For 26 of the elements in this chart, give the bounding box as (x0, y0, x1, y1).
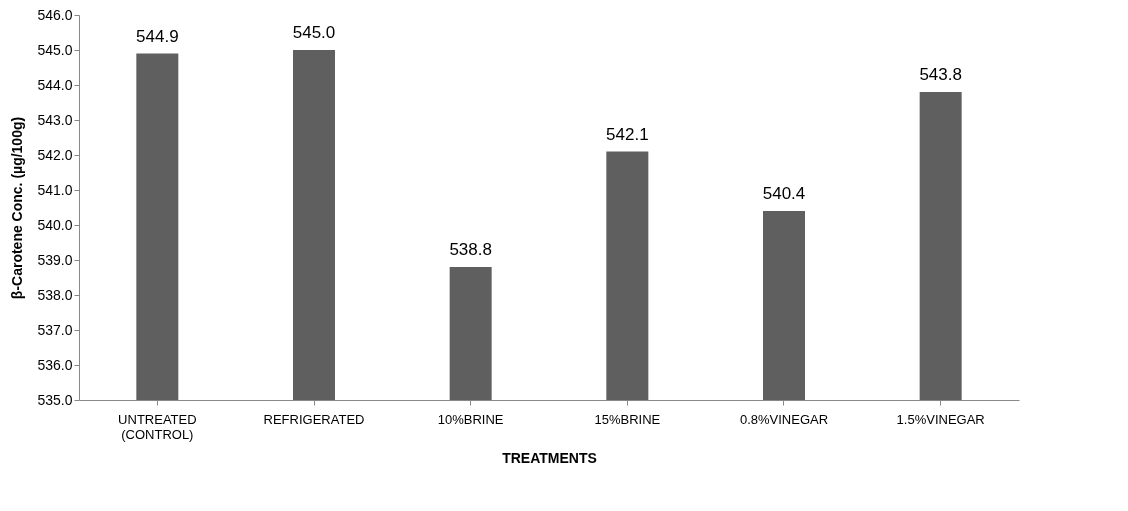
y-tick-label: 538.0 (37, 286, 73, 303)
data-label: 543.8 (919, 65, 962, 84)
x-tick-label: REFRIGERATED (263, 411, 365, 427)
y-tick-label: 544.0 (37, 76, 73, 93)
y-axis-title: β-Carotene Conc. (µg/100g) (9, 116, 26, 300)
x-tick-label: 0.8%VINEGAR (739, 411, 829, 427)
y-tick-label: 546.0 (37, 6, 73, 23)
y-tick-label: 541.0 (37, 181, 73, 198)
data-label: 542.1 (606, 124, 649, 144)
x-tick-label: 15%BRINE (594, 411, 661, 427)
x-tick-label: UNTREATED (CONTROL) (118, 411, 197, 442)
data-label: 540.4 (762, 184, 806, 203)
data-label: 538.8 (449, 240, 492, 259)
y-tick-label: 537.0 (37, 321, 73, 338)
y-tick-label: 545.0 (37, 41, 73, 58)
y-tick-label: 535.0 (37, 391, 73, 408)
x-axis-title: TREATMENTS (502, 449, 597, 466)
data-label: 544.9 (136, 26, 179, 46)
data-label: 545.0 (292, 23, 336, 42)
y-tick-label: 536.0 (37, 356, 73, 373)
y-tick-label: 539.0 (37, 251, 73, 268)
y-tick-label: 540.0 (37, 216, 73, 233)
y-tick-label: 543.0 (37, 111, 73, 128)
x-tick-label: 1.5%VINEGAR (896, 411, 985, 427)
x-tick-label: 10%BRINE (437, 411, 504, 427)
y-tick-label: 542.0 (37, 146, 73, 163)
